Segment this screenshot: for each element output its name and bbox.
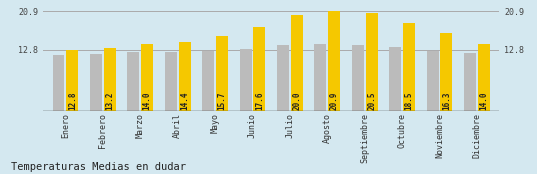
Text: 16.3: 16.3 — [442, 91, 451, 110]
Bar — [216, 36, 228, 111]
Bar — [67, 50, 78, 111]
Bar — [53, 55, 64, 111]
Text: 18.5: 18.5 — [404, 91, 413, 110]
Text: 15.7: 15.7 — [217, 91, 227, 110]
Text: 14.0: 14.0 — [143, 91, 151, 110]
Bar — [352, 45, 364, 111]
Text: 12.8: 12.8 — [68, 91, 77, 110]
Bar — [90, 54, 102, 111]
Bar — [141, 44, 153, 111]
Bar — [240, 49, 251, 111]
Text: 14.4: 14.4 — [180, 91, 189, 110]
Bar — [440, 33, 453, 111]
Bar — [478, 44, 490, 111]
Bar — [314, 44, 326, 111]
Bar — [389, 47, 401, 111]
Bar — [328, 11, 340, 111]
Bar — [104, 48, 116, 111]
Text: 13.2: 13.2 — [105, 91, 114, 110]
Bar — [165, 52, 177, 111]
Bar — [253, 27, 265, 111]
Bar — [291, 15, 303, 111]
Text: 20.5: 20.5 — [367, 91, 376, 110]
Bar — [179, 42, 191, 111]
Text: Temperaturas Medias en dudar: Temperaturas Medias en dudar — [11, 162, 186, 172]
Text: 17.6: 17.6 — [255, 91, 264, 110]
Bar — [403, 23, 415, 111]
Bar — [366, 13, 378, 111]
Text: 20.9: 20.9 — [330, 91, 339, 110]
Text: 20.0: 20.0 — [292, 91, 301, 110]
Bar — [127, 52, 139, 111]
Bar — [202, 52, 214, 111]
Bar — [426, 52, 439, 111]
Text: 14.0: 14.0 — [480, 91, 488, 110]
Bar — [464, 53, 476, 111]
Bar — [277, 45, 289, 111]
